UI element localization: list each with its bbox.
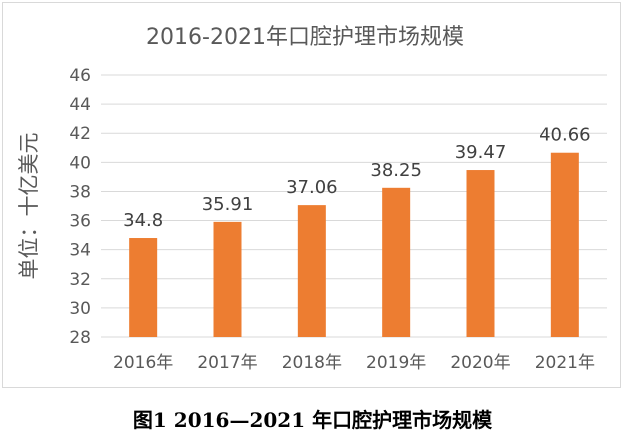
y-tick-label: 40 [69,153,91,173]
y-tick-label: 38 [69,182,91,202]
x-tick-label: 2019年 [366,353,426,373]
x-tick-label: 2020年 [450,353,510,373]
y-tick-label: 46 [69,66,91,86]
y-tick-label: 36 [69,212,91,232]
y-tick-label: 42 [69,124,91,144]
chart-title: 2016-2021年口腔护理市场规模 [146,25,464,50]
bar [129,238,158,337]
bar [297,205,326,337]
x-tick-label: 2021年 [535,353,595,373]
y-tick-label: 28 [69,328,91,348]
bar-chart: 2016-2021年口腔护理市场规模 28 30 32 34 36 38 40 42 44 46 单位… [17,25,607,373]
y-tick-label: 34 [69,241,91,261]
y-axis-label: 单位：十亿美元 [17,133,41,280]
y-tick-label: 32 [69,270,91,290]
bar [382,187,411,337]
bar [466,170,495,337]
data-label: 38.25 [370,160,422,181]
figure-caption: 图1 2016—2021 年口腔护理市场规模 [132,408,493,432]
data-label: 34.8 [123,210,163,231]
chart-panel: 2016-2021年口腔护理市场规模 28 30 32 34 36 38 40 42 44 46 单位… [2,2,621,388]
data-label: 39.47 [455,142,507,163]
y-tick-label: 30 [69,299,91,319]
data-label: 35.91 [202,194,254,215]
data-label: 40.66 [539,125,591,146]
x-tick-label: 2017年 [197,353,257,373]
bar [213,221,242,337]
x-tick-label: 2018年 [282,353,342,373]
data-label: 37.06 [286,177,338,198]
x-tick-label: 2016年 [113,353,173,373]
y-tick-label: 44 [69,95,91,115]
bar [550,152,579,337]
